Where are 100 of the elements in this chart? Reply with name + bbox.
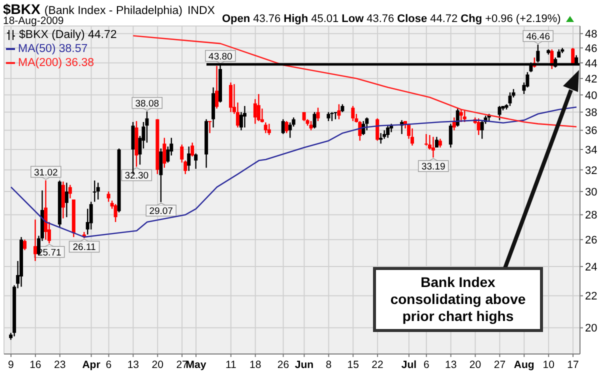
x-tick-label: 20 (152, 359, 164, 371)
chart-title: $BKX (3, 1, 40, 17)
candlestick (431, 136, 435, 158)
legend-label: MA(50) 38.57 (18, 42, 88, 56)
annotation: 33.19 (421, 162, 446, 173)
x-tick-label: 18 (250, 359, 262, 371)
y-tick-label: 30 (585, 186, 598, 198)
candlestick (190, 142, 194, 158)
x-tick-label: 10 (542, 359, 555, 371)
candlestick (379, 132, 383, 144)
annotation: 38.08 (135, 98, 160, 110)
x-tick-label: 16 (30, 359, 42, 371)
candlestick (159, 148, 163, 203)
candlestick (498, 105, 502, 121)
candlestick (462, 110, 466, 123)
candlestick (194, 152, 198, 170)
candlestick (448, 123, 452, 148)
candlestick (351, 105, 355, 122)
y-tick-label: 36 (585, 125, 598, 138)
candlestick (23, 239, 27, 251)
x-tick-label: Jun (294, 359, 314, 371)
candlestick (208, 120, 212, 134)
candlestick (215, 65, 219, 110)
chart-subtitle: (Bank Index - Philadelphia) (44, 5, 182, 17)
y-tick-label: 22 (585, 290, 598, 303)
candlestick (480, 120, 484, 140)
candlestick (508, 92, 512, 107)
x-tick-label: 6 (423, 359, 430, 371)
annotation: 31.02 (34, 167, 58, 178)
candlestick (365, 116, 369, 131)
annotation: 46.46 (526, 32, 550, 43)
annotation: 43.80 (208, 51, 232, 62)
legend-label: MA(200) 36.38 (18, 56, 94, 70)
candlestick (376, 118, 380, 142)
y-tick-label: 28 (585, 210, 598, 222)
line-series (10, 106, 578, 238)
x-tick-label: 20 (469, 359, 482, 371)
annotation: 26.11 (72, 242, 96, 254)
annotation: 18-Aug-2009 (3, 15, 64, 27)
x-tick-label: Aug (514, 359, 534, 371)
y-tick-label: 38 (585, 107, 598, 120)
text: INDX (187, 5, 215, 17)
annotation: 32.30 (124, 170, 149, 182)
text: Open 43.76 High 45.01 Low 43.76 Close 44.72 Chg +0.96 (+2.19%) (222, 13, 561, 25)
y-tick-label: 46 (585, 42, 598, 55)
x-tick-label: 17 (567, 359, 580, 371)
x-tick-label: 13 (127, 359, 140, 371)
y-tick-label: 42 (585, 73, 598, 86)
y-tick-label: 24 (585, 261, 598, 274)
candlestick (264, 122, 268, 134)
x-tick-label: May (186, 359, 206, 371)
candlestick (284, 120, 288, 134)
candlestick (68, 184, 72, 199)
y-tick-label: 48 (585, 28, 598, 41)
candlestick (459, 108, 463, 123)
candlestick (288, 122, 292, 138)
x-tick-label: 27 (176, 359, 188, 371)
x-tick-label: 13 (444, 359, 457, 371)
candlestick (281, 118, 285, 135)
x-tick-label: 11 (225, 359, 237, 371)
y-tick-label: 34 (585, 144, 598, 156)
annotation: 29.07 (149, 206, 173, 218)
y-tick-label: 26 (585, 234, 598, 247)
candlestick (92, 180, 96, 202)
x-tick-label: Apr (82, 359, 100, 371)
candlestick (410, 128, 414, 146)
candlestick (309, 120, 313, 131)
candlestick (96, 182, 100, 200)
annotation: Bank Index consolidating above prior chart highs (373, 267, 543, 332)
x-tick-label: 23 (54, 359, 66, 371)
candlestick (256, 93, 260, 122)
candlestick (228, 82, 232, 113)
y-tick-label: 40 (585, 90, 598, 102)
y-tick-label: 20 (585, 322, 598, 335)
candlestick (162, 137, 166, 168)
candlestick (106, 190, 110, 202)
candlestick (337, 104, 341, 120)
x-tick-label: 8 (326, 359, 332, 371)
candlestick (386, 125, 390, 138)
candlestick (316, 107, 320, 122)
x-tick-label: Jul (401, 359, 417, 371)
candlestick (114, 204, 118, 223)
x-tick-label: 15 (347, 359, 360, 371)
candlestick (33, 218, 37, 262)
candlestick (89, 201, 93, 230)
y-tick-label: 32 (585, 164, 598, 177)
candlestick (61, 181, 65, 219)
candlestick (312, 112, 316, 130)
candlestick (187, 146, 191, 172)
candlestick (267, 123, 271, 136)
x-tick-label: 9 (8, 359, 14, 371)
y-tick-label: 44 (585, 58, 598, 70)
candlestick (476, 118, 480, 136)
candlestick (424, 133, 428, 146)
x-tick-label: 26 (277, 359, 290, 371)
x-tick-label: 22 (372, 359, 384, 371)
legend-label: $BKX (Daily) 44.72 (19, 28, 117, 42)
x-tick-label: 27 (494, 359, 506, 371)
x-tick-label: 6 (106, 359, 112, 371)
candlestick (64, 182, 68, 218)
